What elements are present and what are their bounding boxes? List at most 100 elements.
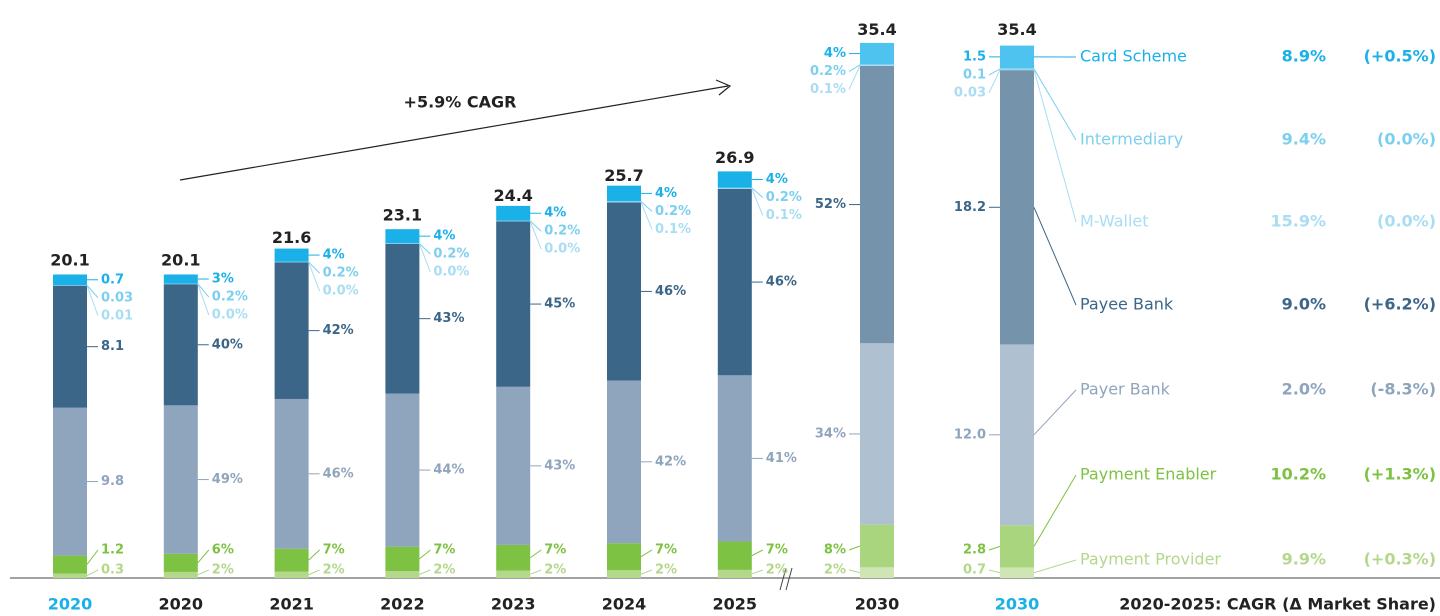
legend-leader: [1033, 389, 1077, 436]
bar-segment: [163, 284, 198, 406]
bar-segment: [607, 570, 641, 578]
bar-segment: [860, 343, 894, 525]
value-label: 0.0%: [323, 284, 359, 299]
bar-segment: [163, 274, 198, 284]
legend-name: Payee Bank: [1080, 295, 1174, 314]
bar-segment: [1000, 45, 1034, 69]
legend-share-change: (+0.3%): [1364, 550, 1436, 569]
bar-segment: [717, 541, 752, 570]
value-label: 18.2: [954, 200, 986, 215]
bar-segment: [496, 544, 531, 571]
label-leader: [988, 569, 1001, 574]
bar-segment: [53, 573, 87, 578]
value-label: 0.03: [954, 85, 986, 100]
bar-segment: [717, 569, 752, 578]
label-leader: [988, 545, 1001, 551]
label-leader: [640, 201, 653, 230]
value-label: 2%: [766, 563, 788, 578]
value-label: 49%: [212, 472, 243, 487]
legend-share-change: (+1.3%): [1364, 465, 1436, 484]
value-label: 0.0%: [212, 308, 248, 323]
value-label: 9.8: [101, 474, 124, 489]
bar-segment: [717, 171, 752, 188]
value-label: 46%: [766, 275, 797, 290]
total-label: 35.4: [857, 20, 896, 39]
legend-name: Payer Bank: [1080, 380, 1171, 399]
x-tick-label: 2025: [713, 595, 758, 614]
value-label: 42%: [655, 454, 686, 469]
value-label: 0.1%: [810, 82, 846, 97]
value-label: 41%: [766, 451, 797, 466]
label-leader: [308, 569, 320, 576]
label-leader: [419, 243, 431, 255]
value-label: 2%: [323, 563, 345, 578]
label-leader: [530, 569, 542, 575]
label-leader: [197, 283, 210, 298]
legend-name: Payment Provider: [1080, 550, 1221, 569]
label-leader: [848, 569, 861, 574]
bar-segment: [607, 380, 641, 544]
value-label: 0.0%: [544, 242, 580, 257]
bar-segment: [607, 543, 641, 571]
label-leader: [529, 221, 542, 250]
total-label: 21.6: [272, 228, 311, 247]
value-label: 7%: [655, 543, 677, 558]
label-leader: [848, 65, 861, 90]
value-label: 0.2%: [766, 190, 802, 205]
legend-name: M-Wallet: [1080, 212, 1149, 231]
bar-segment: [274, 571, 309, 578]
legend-cagr: 8.9%: [1282, 47, 1326, 66]
bar-segment: [385, 571, 420, 578]
value-label: 4%: [433, 229, 455, 244]
value-label: 4%: [766, 172, 788, 187]
value-label: 7%: [766, 543, 788, 558]
x-tick-label: 2030: [995, 595, 1040, 614]
x-tick-label: 2024: [602, 595, 647, 614]
legend-header: 2020-2025: CAGR (Δ Market Share): [1119, 595, 1436, 614]
bar-segment: [53, 285, 87, 408]
label-leader: [988, 68, 1001, 76]
value-label: 34%: [815, 426, 846, 441]
value-label: 0.7: [963, 563, 986, 578]
label-leader: [640, 549, 653, 558]
bar-segment: [860, 567, 894, 578]
value-label: 2%: [433, 563, 455, 578]
bar-segment: [53, 407, 87, 556]
value-label: 0.7: [101, 272, 124, 287]
label-leader: [308, 261, 320, 274]
legend-cagr: 2.0%: [1282, 380, 1326, 399]
x-tick-label: 2023: [491, 595, 536, 614]
value-label: 12.0: [954, 427, 986, 442]
label-leader: [86, 284, 99, 299]
x-tick-label: 2020: [159, 595, 204, 614]
label-leader: [419, 569, 431, 575]
label-leader: [86, 549, 99, 565]
bar-segment: [163, 571, 198, 578]
value-label: 2%: [824, 563, 846, 578]
bar-segment: [607, 201, 641, 202]
legend-share-change: (+0.5%): [1364, 47, 1436, 66]
legend-share-change: (+6.2%): [1364, 295, 1436, 314]
legend-share-change: (0.0%): [1377, 212, 1436, 231]
total-label: 20.1: [50, 251, 89, 270]
bar-segment: [163, 553, 198, 572]
bar-segment: [385, 393, 420, 547]
value-label: 0.1: [963, 67, 986, 82]
value-label: 4%: [323, 248, 345, 263]
label-leader: [197, 569, 210, 576]
legend-name: Intermediary: [1080, 130, 1183, 149]
total-label: 25.7: [604, 166, 643, 185]
legend-leader: [1033, 68, 1077, 141]
bar-segment: [607, 202, 641, 381]
bar-segment: [607, 185, 641, 202]
bar-segment: [53, 274, 87, 286]
label-leader: [86, 569, 99, 577]
label-leader: [640, 201, 653, 212]
label-leader: [640, 569, 653, 575]
value-label: 0.0%: [433, 265, 469, 280]
label-leader: [529, 549, 542, 559]
value-label: 4%: [655, 186, 677, 201]
label-leader: [308, 262, 321, 292]
